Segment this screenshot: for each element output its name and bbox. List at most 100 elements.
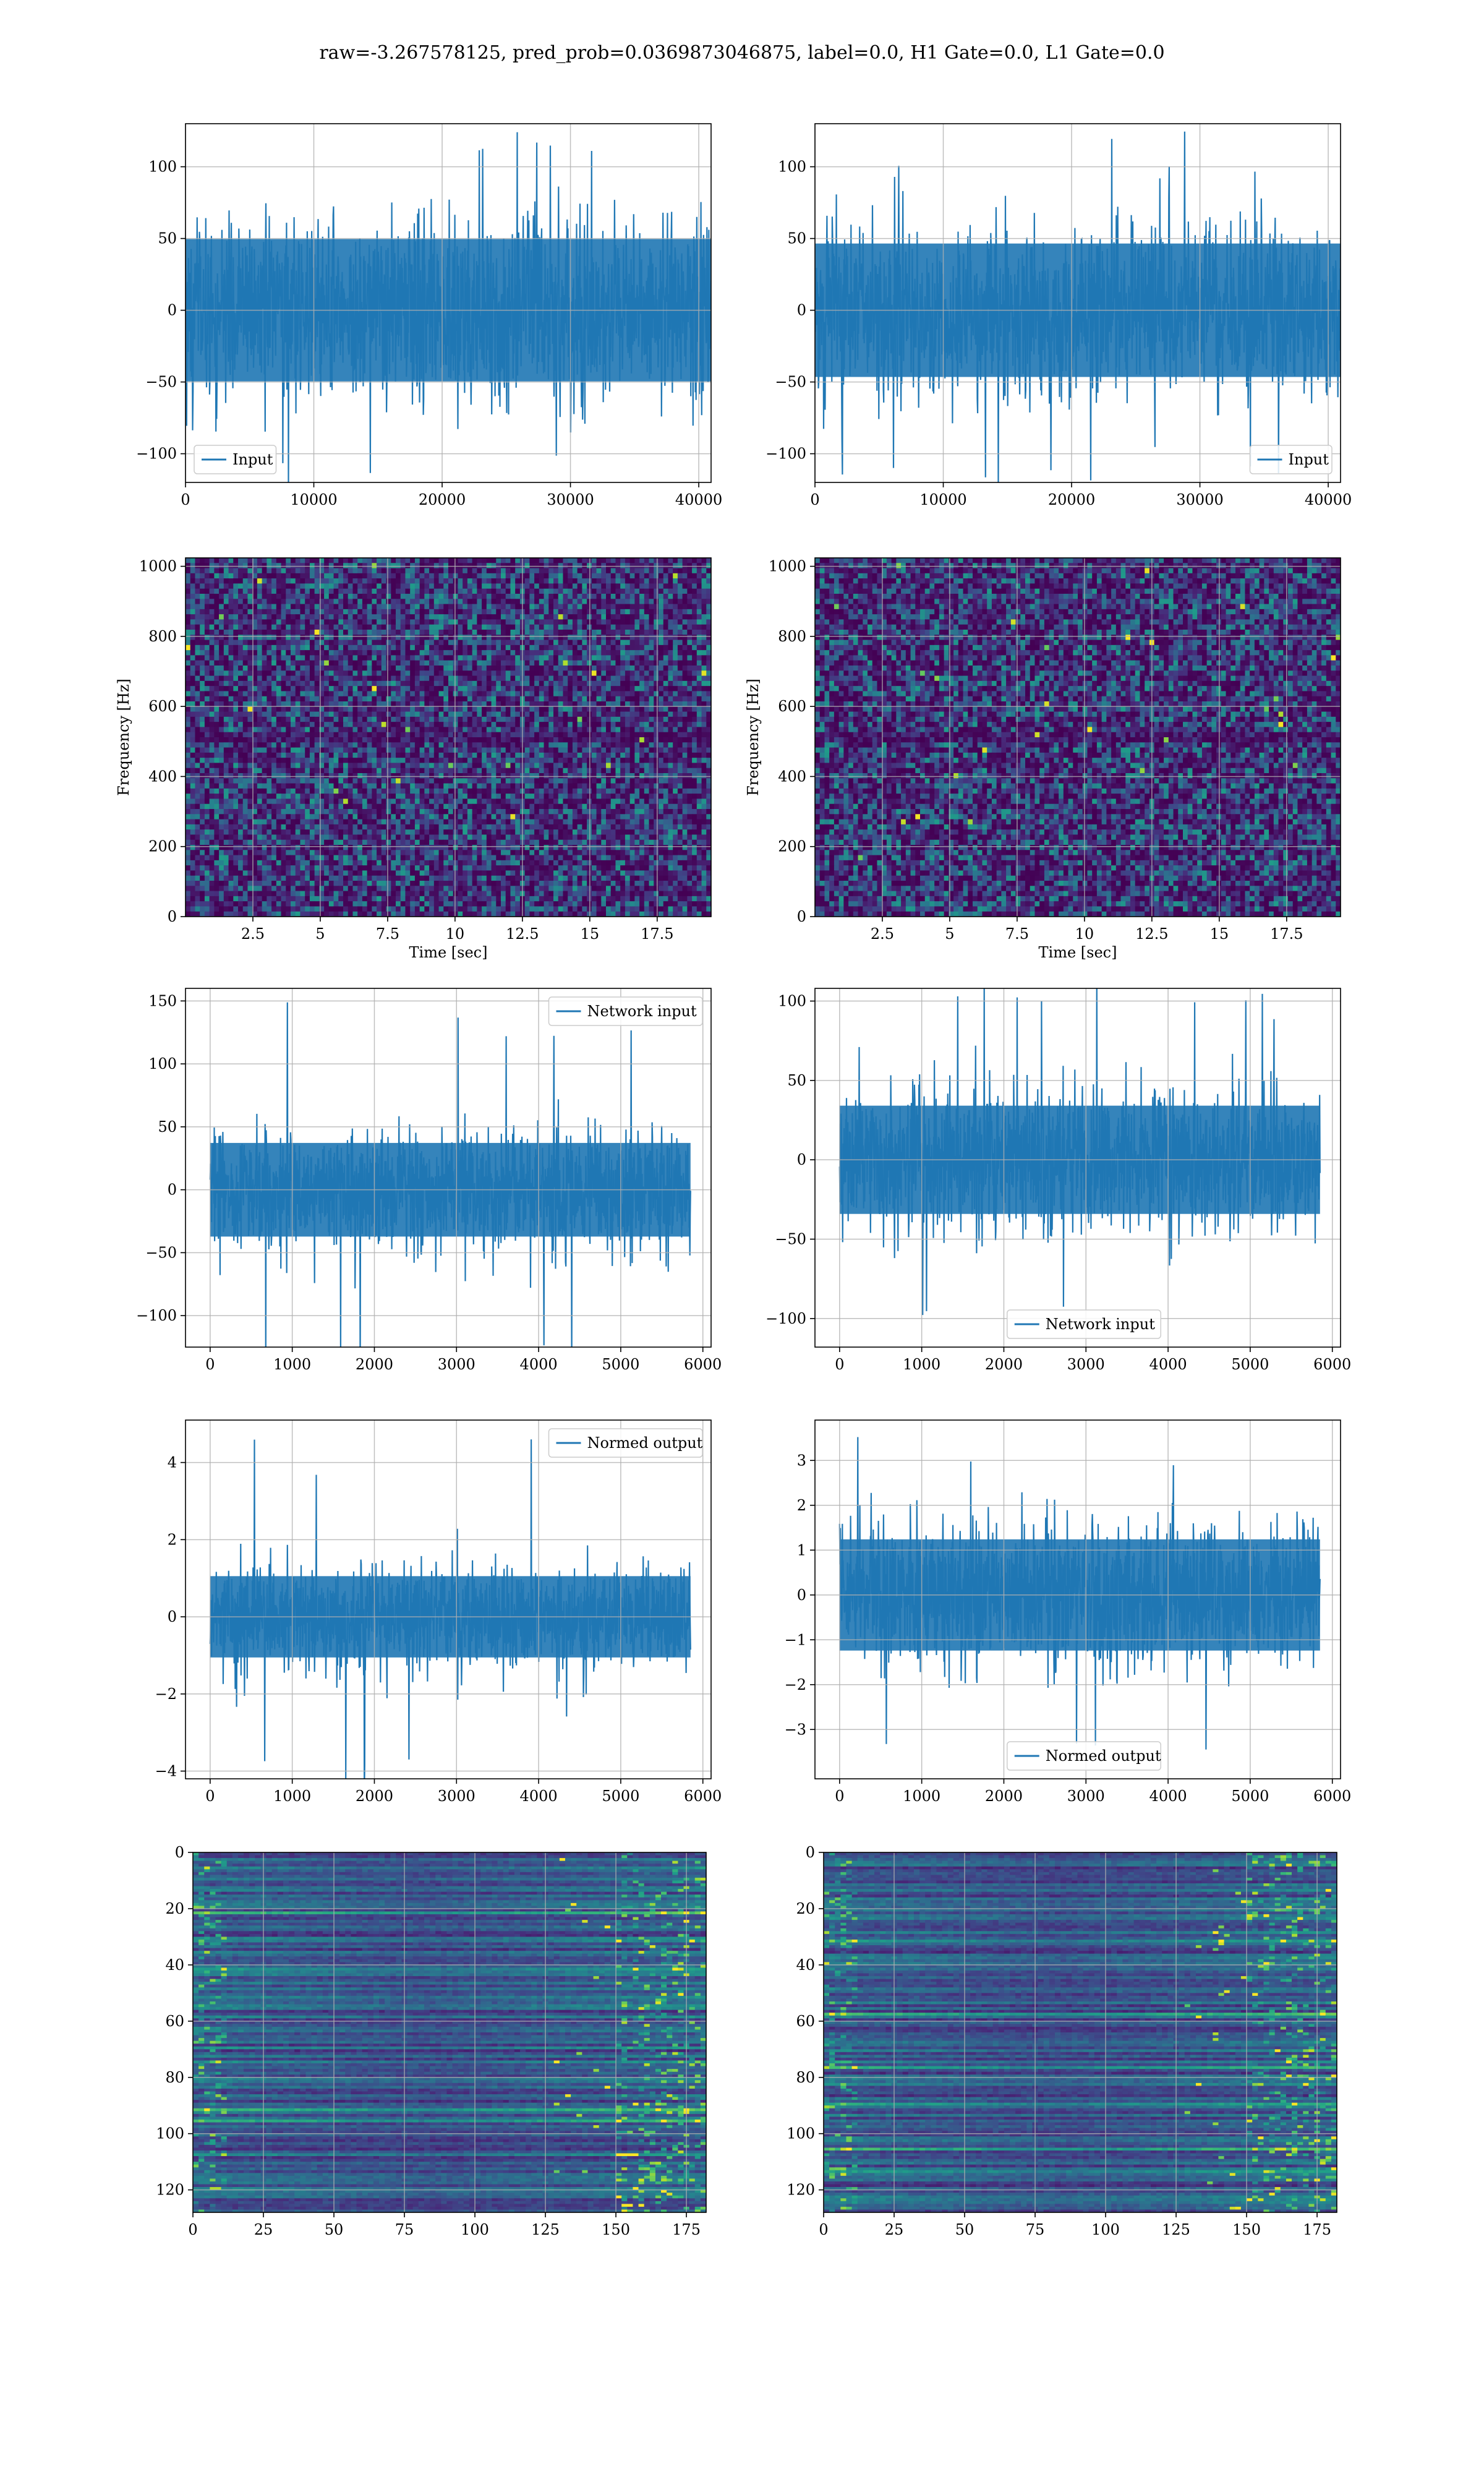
h1-spectrogram-cell [582, 727, 587, 733]
h1-spectrogram-cell [453, 568, 459, 574]
h1-spectrogram-cell [563, 640, 568, 646]
h1-spectrogram-cell [309, 727, 315, 733]
h1-spectrogram-cell [405, 573, 411, 579]
h1-spectrogram-cell [242, 660, 249, 666]
h1-spectrogram-cell [195, 666, 200, 671]
h1-spectrogram-cell [386, 732, 391, 738]
h1-spectrogram-cell [309, 573, 315, 579]
h1-spectrogram-cell [242, 558, 249, 563]
h1-spectrogram-cell [625, 573, 631, 579]
h1-spectrogram-cell [190, 686, 196, 692]
h1-spectrogram-cell [429, 680, 435, 687]
h1-spectrogram-cell [620, 624, 626, 630]
h1-spectrogram-cell [305, 778, 310, 784]
h1-spectrogram-cell [443, 752, 449, 758]
h1-spectrogram-cell [477, 680, 482, 687]
h1-spectrogram-cell [625, 604, 631, 610]
h1-spectrogram-cell [539, 660, 545, 666]
h1-spectrogram-cell [286, 773, 291, 779]
h1-spectrogram-cell [200, 599, 205, 605]
h1-spectrogram-cell [262, 686, 267, 692]
h1-spectrogram-cell [577, 722, 582, 728]
h1-spectrogram-cell [659, 599, 664, 605]
h1-spectrogram-cell [644, 614, 650, 620]
h1-spectrogram-cell [472, 599, 477, 605]
h1-spectrogram-cell [276, 758, 282, 764]
h1-spectrogram-cell [405, 768, 411, 774]
h1-spectrogram-cell [190, 604, 196, 610]
h1-spectrogram-cell [463, 640, 468, 646]
h1-spectrogram-cell [706, 686, 711, 692]
h1-spectrogram-cell [324, 680, 330, 687]
h1-spectrogram-cell [338, 670, 344, 677]
h1-spectrogram-cell [477, 686, 482, 692]
h1-spectrogram-cell [381, 635, 387, 641]
h1-spectrogram-cell [682, 716, 688, 722]
h1-spectrogram-cell [300, 650, 305, 656]
h1-spectrogram-cell [591, 706, 597, 713]
h1-spectrogram-cell [553, 594, 559, 599]
h1-spectrogram-cell [701, 691, 707, 697]
h1-spectrogram-cell [295, 701, 301, 707]
h1-spectrogram-cell [625, 742, 631, 748]
l1-input-xtick-label: 30000 [1176, 491, 1223, 508]
h1-spectrogram-cell [400, 768, 406, 774]
h1-spectrogram-cell [242, 583, 249, 589]
h1-spectrogram-cell [515, 773, 521, 779]
h1-spectrogram-cell [482, 768, 487, 774]
h1-spectrogram-cell [629, 578, 635, 584]
h1-spectrogram-cell [701, 650, 707, 656]
h1-spectrogram-cell [501, 732, 506, 738]
h1-spectrogram-cell [524, 640, 530, 646]
h1-spectrogram-cell [472, 660, 477, 666]
h1-spectrogram-cell [262, 763, 267, 769]
h1-spectrogram-cell [319, 711, 325, 717]
h1-spectrogram-cell [367, 563, 372, 569]
h1-spectrogram-cell [348, 588, 354, 594]
h1-spectrogram-cell [491, 773, 497, 779]
h1-spectrogram-cell [572, 655, 578, 661]
h1-spectrogram-cell [438, 604, 444, 610]
h1-spectrogram-cell [501, 778, 506, 784]
h1-spectrogram-cell [362, 568, 368, 574]
h1-spectrogram-cell [615, 680, 621, 687]
h1-spectrogram-cell [362, 696, 368, 702]
h1-spectrogram-cell [400, 783, 406, 789]
h1-spectrogram-cell [186, 609, 191, 615]
h1-spectrogram-cell [677, 644, 683, 651]
h1-spectrogram-cell [381, 737, 387, 743]
h1-spectrogram-cell [348, 727, 354, 733]
h1-spectrogram-cell [286, 630, 291, 635]
h1-spectrogram-cell [692, 773, 697, 779]
h1-spectrogram-cell [357, 686, 363, 692]
h1-spectrogram-cell [634, 773, 640, 779]
h1-spectrogram-cell [305, 768, 310, 774]
h1-spectrogram-cell [252, 644, 258, 651]
h1-spectrogram-cell [338, 563, 344, 569]
h1-spectrogram-cell [419, 635, 425, 641]
h1-spectrogram-cell [625, 640, 631, 646]
h1-spectrogram-cell [414, 578, 420, 584]
h1-spectrogram-cell [324, 768, 330, 774]
h1-spectrogram-cell [668, 747, 673, 753]
h1-spectrogram-cell [271, 752, 277, 758]
h1-spectrogram-cell [534, 752, 540, 758]
h1-spectrogram-cell [281, 747, 286, 753]
h1-spectrogram-cell [352, 568, 358, 574]
h1-spectrogram-cell [596, 644, 602, 651]
h1-spectrogram-cell [252, 783, 258, 789]
h1-spectrogram-cell [247, 696, 253, 702]
h1-spectrogram-cell [367, 711, 372, 717]
h1-spectrogram-cell [414, 675, 420, 682]
h1-spectrogram-cell [195, 630, 200, 635]
h1-spectrogram-cell [453, 650, 459, 656]
h1-spectrogram-cell [596, 624, 602, 630]
h1-spectrogram-cell [491, 635, 497, 641]
h1-spectrogram-cell [486, 716, 492, 722]
h1-spectrogram-cell [596, 609, 602, 615]
h1-spectrogram-cell [324, 609, 330, 615]
h1-spectrogram-cell [391, 752, 396, 758]
h1-spectrogram-cell [357, 650, 363, 656]
h1-spectrogram-cell [271, 619, 277, 625]
